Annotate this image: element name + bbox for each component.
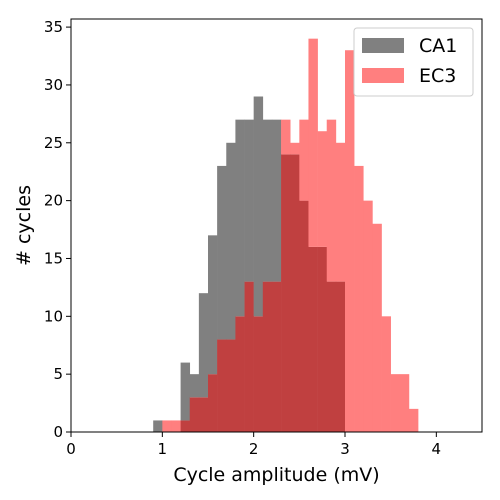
plot-frame (70, 18, 483, 433)
legend-label-ec3: EC3 (419, 65, 456, 87)
bar-ec3-2.5 (299, 119, 309, 201)
bar-ec3-3.2 (363, 200, 373, 432)
bar-ca1-1.9 (244, 119, 254, 282)
bar-ca1-2.1 (262, 119, 273, 282)
bar-ec3-2.9 (335, 142, 346, 282)
bar-ec3-3.3 (372, 223, 382, 432)
bar-ec3-3.1 (354, 165, 364, 432)
bar-overlap-1.9 (244, 281, 254, 432)
legend-label-ca1: CA1 (419, 35, 457, 57)
bar-ca1-1.8 (235, 119, 245, 317)
x-tick-label: 2 (249, 440, 259, 458)
bar-ec3-2.8 (326, 119, 337, 282)
x-axis-ticks: 0 1 2 3 4 (66, 432, 441, 458)
bar-ca1-2.0 (253, 96, 264, 317)
bar-ec3-3.7 (408, 408, 419, 432)
bar-ca1-1.4 (198, 293, 209, 398)
x-tick-label: 4 (432, 440, 442, 458)
y-tick-label: 20 (44, 192, 63, 210)
bar-ca1-0.9 (153, 420, 163, 432)
legend-swatch-ec3 (362, 68, 404, 83)
y-tick-label: 10 (44, 307, 63, 325)
bar-overlap-1.6 (217, 339, 227, 432)
bar-ca1-1.2 (180, 362, 191, 421)
bar-ec3-3.6 (399, 374, 410, 432)
bar-ca1-1.3 (189, 374, 200, 398)
bar-overlap-2.9 (335, 281, 346, 432)
y-tick-label: 15 (44, 249, 63, 267)
bar-ca1-1.6 (217, 165, 227, 340)
y-tick-label: 30 (44, 76, 63, 94)
x-tick-label: 0 (66, 440, 76, 458)
y-tick-label: 35 (44, 18, 63, 36)
bar-ec3-3.4 (381, 316, 391, 432)
y-axis-label: # cycles (13, 185, 35, 266)
bar-ec3-2.6 (308, 38, 318, 247)
bar-overlap-2.0 (253, 316, 264, 432)
bar-overlap-1.3 (189, 397, 200, 432)
bar-ec3-1.0 (162, 420, 172, 432)
bar-overlap-2.8 (326, 281, 337, 432)
bar-ec3-2.3 (281, 119, 291, 155)
bar-ec3-2.7 (317, 131, 328, 247)
y-tick-label: 0 (53, 423, 63, 441)
bar-ec3-3.5 (390, 374, 401, 432)
bar-overlap-1.7 (226, 339, 236, 432)
legend-swatch-ca1 (362, 38, 404, 53)
x-tick-label: 1 (158, 440, 168, 458)
bar-ca1-1.7 (226, 142, 236, 340)
bar-ec3-3.0 (345, 50, 355, 433)
x-tick-label: 3 (340, 440, 350, 458)
bars-group (153, 38, 419, 433)
bar-ca1-2.2 (271, 119, 282, 282)
bar-overlap-2.5 (299, 200, 309, 432)
bar-ca1-1.5 (208, 235, 218, 375)
bar-overlap-2.4 (290, 154, 300, 432)
bar-overlap-2.1 (262, 281, 273, 432)
y-tick-label: 25 (44, 134, 63, 152)
bar-overlap-2.2 (271, 281, 282, 432)
bar-overlap-2.7 (317, 246, 328, 432)
x-axis-label: Cycle amplitude (mV) (173, 464, 379, 486)
bar-overlap-2.6 (308, 246, 318, 432)
bar-overlap-1.4 (198, 397, 209, 432)
bar-overlap-2.3 (281, 154, 291, 432)
y-tick-label: 5 (53, 365, 63, 383)
bar-ec3-1.1 (171, 420, 181, 432)
bar-ec3-2.4 (290, 142, 300, 155)
bar-overlap-1.5 (208, 374, 218, 432)
y-axis-ticks: 0 5 10 15 20 25 30 35 (44, 18, 71, 441)
bar-overlap-1.2 (180, 420, 191, 432)
legend: CA1 EC3 (353, 27, 474, 97)
bar-overlap-1.8 (235, 316, 245, 432)
